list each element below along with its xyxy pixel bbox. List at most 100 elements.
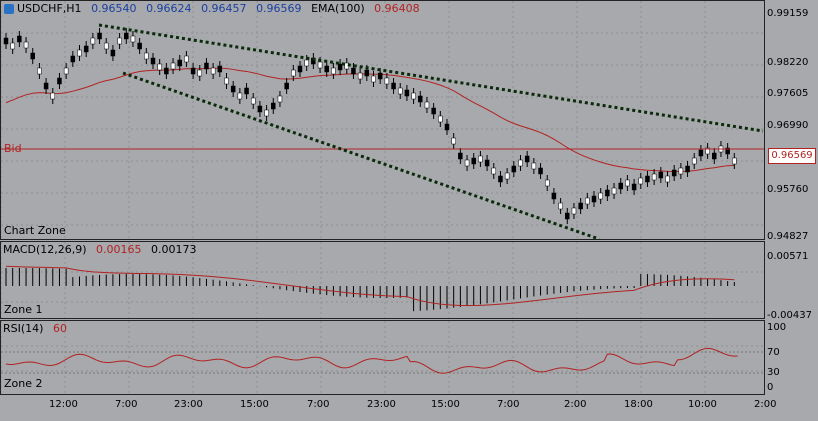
macd-value-2: 0.00173 — [151, 243, 197, 256]
candle — [50, 92, 56, 100]
rsi-tick: 0 — [767, 382, 774, 393]
candle — [257, 105, 263, 113]
candle — [90, 37, 96, 45]
candle — [337, 63, 343, 71]
candle — [204, 62, 209, 70]
candle — [291, 69, 296, 77]
time-tick: 18:00 — [624, 399, 653, 410]
candle — [271, 102, 276, 110]
zone-2-label: Zone 2 — [4, 377, 43, 390]
candle — [70, 55, 76, 63]
candle — [377, 72, 383, 80]
candle — [698, 149, 704, 157]
ema-value: 0.96408 — [374, 2, 420, 15]
candle — [471, 157, 476, 165]
candle — [230, 85, 236, 93]
candle — [732, 157, 737, 165]
symbol-menu-icon[interactable] — [4, 4, 14, 14]
candle — [117, 37, 122, 45]
candle — [324, 65, 329, 73]
candle — [411, 92, 416, 100]
price-axis[interactable]: 0.99159 0.98220 0.97605 0.96990 0.95760 … — [767, 0, 818, 421]
candle — [284, 82, 289, 90]
candle — [110, 49, 116, 57]
candle — [618, 182, 623, 190]
candle — [458, 152, 463, 160]
candle — [217, 65, 223, 73]
time-tick: 12:00 — [49, 399, 78, 410]
candle — [210, 67, 216, 75]
zone-1-label: Zone 1 — [4, 303, 43, 316]
price-tick: 0.98220 — [767, 57, 809, 68]
candle — [658, 171, 664, 179]
candle — [585, 197, 590, 205]
price-tick: 0.97605 — [767, 88, 809, 99]
candle — [605, 189, 610, 197]
candle — [357, 72, 363, 80]
rsi-header: RSI(14) 60 — [3, 322, 73, 335]
time-tick: 7:00 — [307, 399, 330, 410]
ema-label: EMA(100) — [311, 2, 365, 15]
candle — [424, 101, 430, 109]
candle — [478, 155, 483, 163]
candle — [157, 63, 162, 71]
candle — [130, 35, 136, 43]
candle — [558, 202, 563, 210]
candle — [438, 115, 443, 123]
candle — [317, 61, 323, 69]
candle — [137, 42, 142, 50]
chart-zone-label: Chart Zone — [4, 224, 66, 237]
price-panel[interactable]: USDCHF,H1 0.96540 0.96624 0.96457 0.9656… — [0, 0, 765, 240]
candle — [384, 77, 390, 85]
candle — [30, 52, 35, 60]
candle — [364, 69, 370, 77]
candle — [77, 49, 82, 57]
macd-tick: 0.00571 — [767, 251, 809, 262]
candle — [685, 165, 690, 173]
candle — [351, 67, 356, 75]
candle — [511, 165, 517, 173]
macd-panel[interactable]: MACD(12,26,9) 0.00165 0.00173 Zone 1 — [0, 241, 765, 319]
ema-line — [5, 67, 735, 172]
candle — [404, 89, 410, 97]
price-tick: 0.99159 — [767, 8, 809, 19]
chart-header: USDCHF,H1 0.96540 0.96624 0.96457 0.9656… — [17, 2, 426, 15]
candle — [444, 123, 450, 131]
macd-chart — [1, 242, 764, 318]
rsi-tick: 100 — [767, 322, 787, 333]
rsi-line — [5, 347, 738, 374]
candle — [144, 52, 149, 60]
rsi-panel[interactable]: RSI(14) 60 Zone 2 — [0, 320, 765, 395]
time-tick: 7:00 — [497, 399, 520, 410]
macd-tick: -0.00437 — [767, 310, 812, 321]
candle — [250, 97, 256, 105]
candle — [37, 67, 42, 75]
upper-trendline — [98, 23, 764, 133]
lower-trendline — [122, 71, 600, 239]
candle — [705, 147, 710, 155]
candle — [83, 45, 89, 53]
candle — [10, 42, 15, 50]
rsi-tick: 70 — [767, 347, 780, 358]
candle — [571, 207, 577, 215]
candle — [237, 92, 243, 100]
time-axis[interactable]: 12:00 7:00 23:00 15:00 7:00 23:00 15:00 … — [0, 396, 818, 421]
candle — [625, 179, 630, 187]
candle — [538, 167, 543, 175]
open-value: 0.96540 — [91, 2, 137, 15]
candle — [531, 162, 537, 170]
candle — [150, 57, 156, 65]
macd-value-1: 0.00165 — [96, 243, 142, 256]
candle — [565, 212, 570, 220]
macd-label: MACD(12,26,9) — [3, 243, 87, 256]
candle — [184, 55, 189, 63]
time-tick: 10:00 — [688, 399, 717, 410]
candle — [645, 175, 650, 183]
candle — [712, 152, 717, 160]
candle — [63, 67, 69, 75]
candle — [464, 159, 470, 167]
time-tick: 2:00 — [564, 399, 587, 410]
price-chart — [1, 1, 764, 239]
candle — [631, 183, 637, 191]
